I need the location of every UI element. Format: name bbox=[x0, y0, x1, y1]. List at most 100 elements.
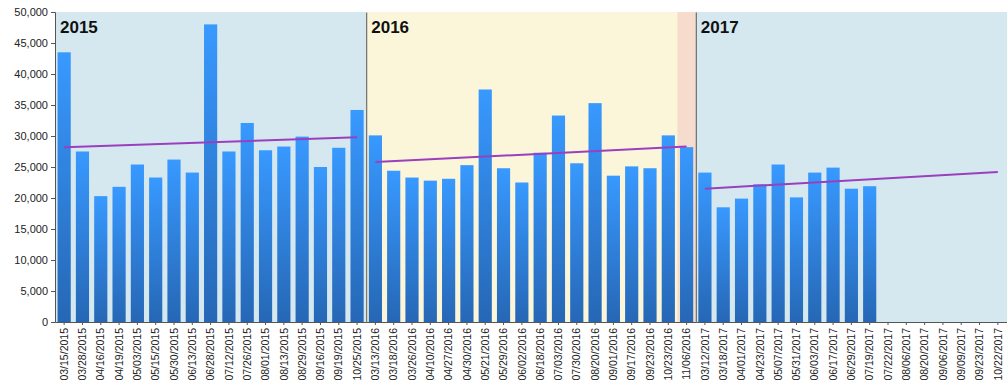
y-tick-mark bbox=[51, 167, 55, 168]
x-tick-mark bbox=[851, 322, 852, 325]
x-tick: 04/30/2016 bbox=[461, 322, 473, 381]
x-tick: 09/09/2017 bbox=[955, 322, 967, 381]
x-tick-label: 09/17/2016 bbox=[625, 328, 637, 381]
x-tick-mark bbox=[192, 322, 193, 325]
x-tick: 03/26/2016 bbox=[406, 322, 418, 381]
bar bbox=[369, 135, 382, 322]
x-tick: 11/06/2016 bbox=[680, 322, 692, 380]
x-tick-label: 10/22/2017 bbox=[992, 328, 1004, 381]
x-tick-label: 04/23/2017 bbox=[754, 328, 766, 381]
x-tick-label: 06/13/2015 bbox=[186, 328, 198, 381]
x-axis-line bbox=[367, 322, 697, 323]
x-tick-label: 04/01/2017 bbox=[735, 328, 747, 381]
bar bbox=[552, 116, 565, 322]
highlight-band bbox=[677, 12, 695, 322]
bar bbox=[332, 148, 345, 322]
x-tick-label: 07/22/2017 bbox=[882, 328, 894, 381]
bar bbox=[442, 179, 455, 322]
bar bbox=[808, 173, 821, 322]
y-tick-mark bbox=[51, 43, 55, 44]
x-axis: 03/15/201503/28/201504/16/201504/19/2015… bbox=[56, 322, 367, 381]
x-tick-label: 09/23/2016 bbox=[644, 328, 656, 381]
y-tick: 25,000 bbox=[14, 161, 55, 173]
x-tick-label: 04/19/2015 bbox=[113, 328, 125, 381]
x-tick-mark bbox=[576, 322, 577, 325]
x-tick-label: 06/28/2015 bbox=[204, 328, 216, 381]
bar bbox=[753, 184, 766, 322]
x-tick: 05/31/2017 bbox=[790, 322, 802, 381]
y-tick-mark bbox=[51, 291, 55, 292]
y-tick: 20,000 bbox=[14, 192, 55, 204]
x-tick-mark bbox=[668, 322, 669, 325]
x-tick: 04/19/2015 bbox=[113, 322, 125, 381]
x-tick-mark bbox=[888, 322, 889, 325]
bar bbox=[460, 165, 473, 322]
y-tick-label: 40,000 bbox=[14, 68, 48, 80]
y-axis-line bbox=[696, 13, 697, 323]
panel-background bbox=[55, 12, 366, 322]
x-tick-label: 09/09/2017 bbox=[955, 328, 967, 381]
x-tick-mark bbox=[521, 322, 522, 325]
x-tick: 10/22/2017 bbox=[992, 322, 1004, 381]
bar bbox=[625, 166, 638, 322]
bar bbox=[131, 165, 144, 322]
x-tick: 04/10/2016 bbox=[424, 322, 436, 381]
bar bbox=[479, 90, 492, 323]
bar bbox=[58, 52, 71, 322]
x-tick-label: 08/13/2015 bbox=[278, 328, 290, 381]
x-tick-mark bbox=[412, 322, 413, 325]
x-tick-mark bbox=[906, 322, 907, 325]
bar bbox=[698, 173, 711, 322]
x-tick-mark bbox=[778, 322, 779, 325]
x-tick-mark bbox=[375, 322, 376, 325]
x-tick: 09/23/2016 bbox=[644, 322, 656, 381]
x-tick: 06/03/2017 bbox=[808, 322, 820, 381]
bar bbox=[350, 110, 363, 322]
trend-line bbox=[64, 137, 357, 147]
x-tick-mark bbox=[466, 322, 467, 325]
y-tick-mark bbox=[51, 260, 55, 261]
x-tick: 03/12/2017 bbox=[699, 322, 711, 381]
x-tick-label: 05/07/2017 bbox=[772, 328, 784, 381]
x-tick: 06/17/2017 bbox=[827, 322, 839, 381]
bar bbox=[76, 152, 89, 323]
x-tick-mark bbox=[540, 322, 541, 325]
x-tick-label: 10/23/2016 bbox=[662, 328, 674, 381]
bar bbox=[259, 150, 272, 322]
y-tick-label: 0 bbox=[42, 316, 48, 328]
bar bbox=[680, 147, 693, 322]
y-axis bbox=[366, 13, 367, 323]
bar bbox=[94, 196, 107, 322]
x-tick-mark bbox=[558, 322, 559, 325]
panel-background bbox=[366, 12, 696, 322]
trend-line bbox=[375, 147, 686, 163]
x-tick-label: 06/02/2016 bbox=[516, 328, 528, 381]
x-tick-label: 04/27/2016 bbox=[442, 328, 454, 381]
x-tick-mark bbox=[924, 322, 925, 325]
x-tick-label: 07/30/2016 bbox=[570, 328, 582, 381]
x-tick: 08/01/2015 bbox=[259, 322, 271, 381]
y-tick: 45,000 bbox=[14, 37, 55, 49]
x-tick-label: 04/30/2016 bbox=[461, 328, 473, 381]
panel bbox=[55, 12, 366, 322]
x-tick-mark bbox=[741, 322, 742, 325]
bar bbox=[241, 123, 254, 322]
bar bbox=[772, 165, 785, 322]
x-tick-label: 03/26/2016 bbox=[406, 328, 418, 381]
y-tick-label: 25,000 bbox=[14, 161, 48, 173]
y-tick-label: 20,000 bbox=[14, 192, 48, 204]
x-tick-mark bbox=[174, 322, 175, 325]
bar bbox=[662, 135, 675, 322]
x-tick-mark bbox=[613, 322, 614, 325]
x-tick: 10/25/2015 bbox=[351, 322, 363, 381]
x-tick-label: 05/30/2015 bbox=[168, 328, 180, 381]
bar bbox=[845, 189, 858, 322]
y-tick-mark bbox=[51, 74, 55, 75]
x-tick: 07/22/2017 bbox=[882, 322, 894, 381]
bar bbox=[204, 24, 217, 322]
x-tick: 06/28/2015 bbox=[204, 322, 216, 381]
x-tick-mark bbox=[247, 322, 248, 325]
panel bbox=[366, 12, 696, 322]
x-tick: 08/06/2017 bbox=[900, 322, 912, 381]
y-tick-mark bbox=[51, 322, 55, 323]
